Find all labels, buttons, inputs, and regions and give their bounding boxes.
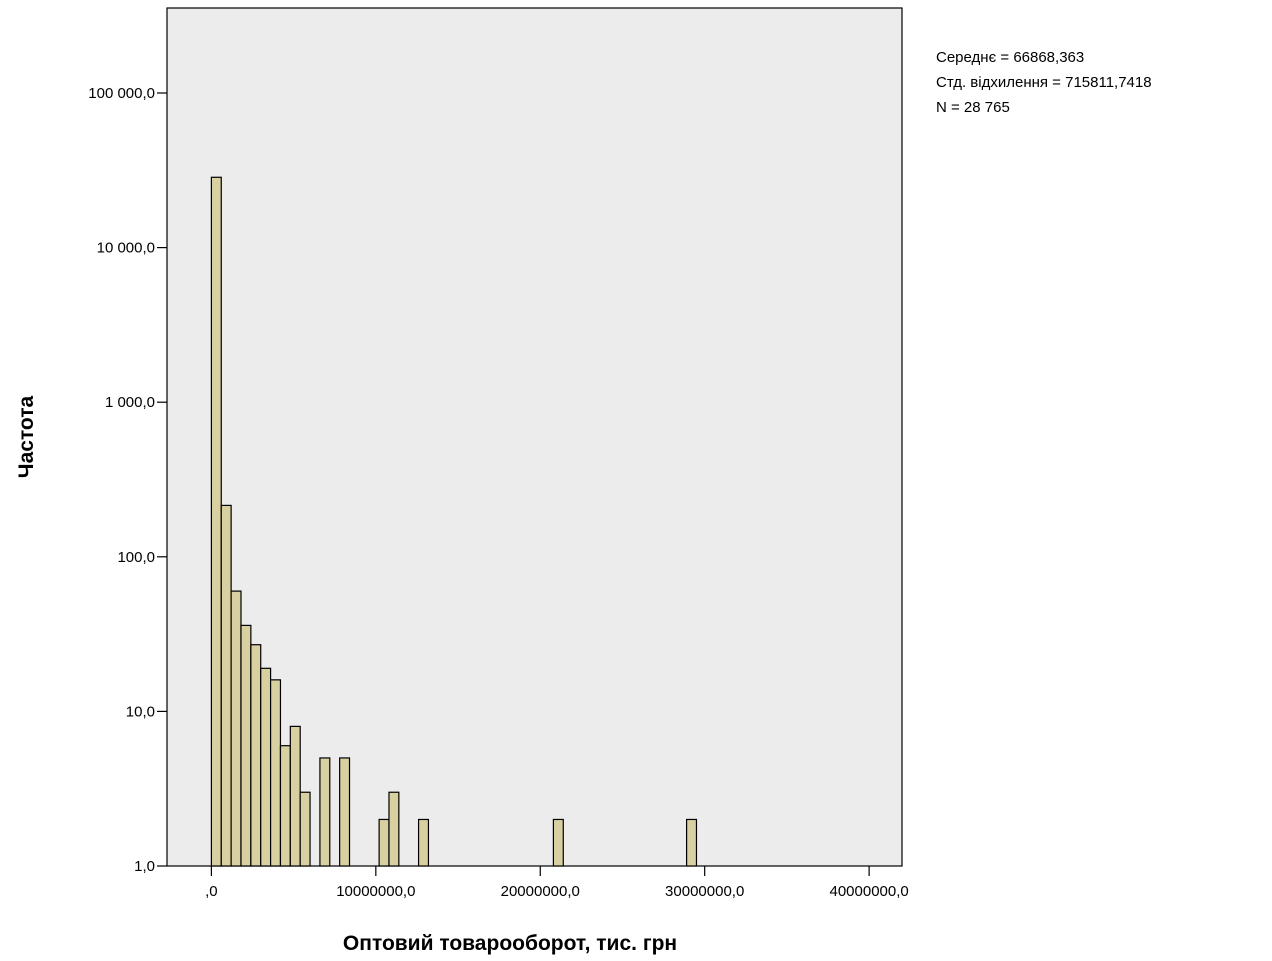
histogram-bar [230,590,242,867]
histogram-bar [250,644,262,867]
x-tick-label: 10000000,0 [336,883,415,900]
histogram-bar [210,176,222,867]
x-tick-label: 30000000,0 [665,883,744,900]
y-tick-label: 1 000,0 [105,394,155,411]
y-tick-label: 10 000,0 [97,240,155,257]
histogram-bar [220,504,232,867]
x-tick-label: ,0 [205,883,218,900]
histogram-bar [388,791,400,867]
histogram-bar [378,818,390,867]
stat-std: Стд. відхилення = 715811,7418 [936,74,1152,91]
histogram-bar [685,818,698,867]
stat-mean: Середнє = 66868,363 [936,49,1085,66]
y-tick-label: 10,0 [126,703,155,720]
x-tick-label: 20000000,0 [501,883,580,900]
histogram-bar [319,757,331,867]
y-tick-label: 100 000,0 [88,85,155,102]
histogram-bar [269,679,282,867]
y-tick-label: 100,0 [117,549,155,566]
x-axis: ,0 10000000,0 20000000,0 30000000,0 40000000… [205,866,909,900]
histogram-bar [417,818,430,867]
histogram-bar [339,757,351,867]
histogram-bar [289,725,301,867]
x-tick-label: 40000000,0 [829,883,908,900]
y-axis: 1,0 10,0 100,0 1 000,0 10 000,0 100 000,0 [88,85,167,875]
x-axis-title: Оптовий товарооборот, тис. грн [343,932,677,955]
histogram-bar [260,667,272,867]
histogram-bar [299,791,311,867]
stat-n: N = 28 765 [936,99,1010,116]
y-tick-label: 1,0 [134,858,155,875]
histogram-bar [240,624,252,867]
plot-area [166,7,903,867]
y-axis-title: Частота [15,395,38,478]
histogram-bar [552,818,564,867]
statistics-box: Середнє = 66868,363 Стд. відхилення = 71… [936,48,1152,123]
histogram-bar [279,745,291,867]
bars-group [210,176,698,867]
